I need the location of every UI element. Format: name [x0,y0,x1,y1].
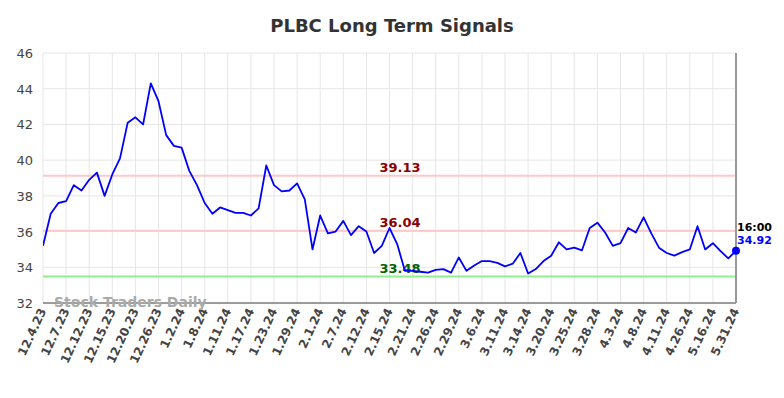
title: PLBC Long Term Signals [270,15,514,36]
grid-line [736,53,737,303]
chart: PLBC Long Term Signals 32 34 36 38 40 42 44 46 12… [0,0,784,398]
last-point [732,247,740,255]
grid-line [135,53,136,303]
y-tick-label: 46 [16,46,33,61]
reference-line [43,276,736,278]
grid-line [435,53,436,303]
grid-line [158,53,159,303]
x-tick-label: 2.29.24 [431,306,465,358]
watermark: Stock Traders Daily [54,294,207,310]
y-tick-label: 40 [16,153,33,168]
y-tick-label: 42 [16,117,33,132]
y-tick-label: 32 [16,296,33,311]
reference-label: 39.13 [379,160,420,175]
price-line [43,83,736,273]
reference-line [43,175,736,177]
grid-line [597,53,598,303]
x-tick-label: 5.31.24 [708,306,742,358]
last-time: 16:00 [737,221,772,234]
grid-line [204,53,205,303]
grid-line [620,53,621,303]
grid-line [89,53,90,303]
grid-line [689,53,690,303]
grid-line [712,53,713,303]
x-tick-label: 12.26.23 [127,306,165,366]
grid-line [66,53,67,303]
reference-label: 36.04 [379,215,420,230]
grid-line [343,53,344,303]
grid-line [250,53,251,303]
grid-line [181,53,182,303]
grid-line [481,53,482,303]
grid-line [320,53,321,303]
y-tick-label: 34 [16,260,33,275]
end-line [735,53,737,303]
y-tick-label: 36 [16,225,33,240]
grid-line [643,53,644,303]
grid-line [551,53,552,303]
x-tick-label: 1.29.24 [269,306,303,358]
grid-line [366,53,367,303]
reference-label: 33.48 [379,261,420,276]
grid-line [274,53,275,303]
grid-line [574,53,575,303]
plot-area [43,83,736,273]
last-value: 34.92 [737,234,772,247]
grid-line [43,53,44,303]
grid-line [458,53,459,303]
y-tick-label: 38 [16,189,33,204]
grid-line [227,53,228,303]
grid-line [666,53,667,303]
grid-line [528,53,529,303]
x-tick-label: 3.28.24 [570,306,604,358]
y-tick-label: 44 [16,82,33,97]
grid-line [297,53,298,303]
